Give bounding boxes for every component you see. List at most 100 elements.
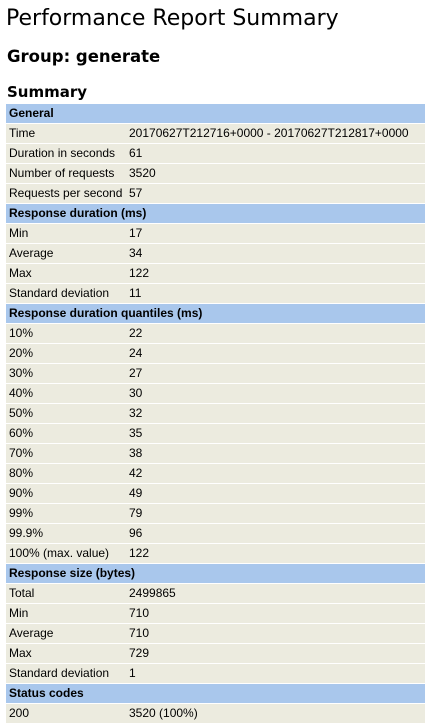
section-title: Response duration quantiles (ms) (6, 304, 425, 323)
section-header-row: Response duration (ms) (6, 204, 425, 223)
row-divider (6, 663, 425, 664)
metric-label: 20% (6, 344, 126, 363)
page-title: Performance Report Summary (6, 6, 339, 31)
section-title: Status codes (6, 684, 425, 703)
metric-label: 40% (6, 384, 126, 403)
metric-label: Duration in seconds (6, 144, 126, 163)
table-row: Total 2499865 (6, 584, 425, 603)
group-heading: Group: generate (7, 47, 161, 66)
table-row: 100% (max. value) 122 (6, 544, 425, 563)
metric-value: 49 (126, 484, 425, 503)
row-divider (6, 643, 425, 644)
metric-label: 30% (6, 364, 126, 383)
metric-label: Max (6, 644, 126, 663)
table-row: Time 20170627T212716+0000 - 20170627T2128… (6, 124, 425, 143)
row-divider-cell (6, 123, 425, 124)
metric-value: 27 (126, 364, 425, 383)
metric-value: 20170627T212716+0000 - 20170627T212817+0… (126, 124, 425, 143)
section-title: Response size (bytes) (6, 564, 425, 583)
row-divider-cell (6, 443, 425, 444)
table-row: 50% 32 (6, 404, 425, 423)
section-title: General (6, 104, 425, 123)
table-row: 200 3520 (100%) (6, 704, 425, 723)
row-divider (6, 123, 425, 124)
metric-label: Min (6, 224, 126, 243)
row-divider (6, 483, 425, 484)
metric-label: 50% (6, 404, 126, 423)
row-divider (6, 463, 425, 464)
metric-value: 24 (126, 344, 425, 363)
section-divider (6, 683, 425, 684)
row-divider-cell (6, 663, 425, 664)
row-divider (6, 223, 425, 224)
row-divider-cell (6, 463, 425, 464)
row-divider-cell (6, 583, 425, 584)
table-row: 20% 24 (6, 344, 425, 363)
metric-value: 38 (126, 444, 425, 463)
row-divider (6, 423, 425, 424)
section-header-row: General (6, 104, 425, 123)
table-row: Requests per second 57 (6, 184, 425, 203)
metric-label: Min (6, 604, 126, 623)
row-divider (6, 443, 425, 444)
row-divider-cell (6, 223, 425, 224)
row-divider (6, 343, 425, 344)
metric-value: 122 (126, 544, 425, 563)
row-divider-cell (6, 403, 425, 404)
row-divider-cell (6, 343, 425, 344)
section-header-row: Response size (bytes) (6, 564, 425, 583)
row-divider (6, 583, 425, 584)
row-divider (6, 263, 425, 264)
section-divider-cell (6, 563, 425, 564)
row-divider (6, 503, 425, 504)
metric-label: Total (6, 584, 126, 603)
metric-label: 60% (6, 424, 126, 443)
metric-value: 729 (126, 644, 425, 663)
section-divider-cell (6, 303, 425, 304)
metric-value: 34 (126, 244, 425, 263)
section-divider-cell (6, 203, 425, 204)
table-row: 40% 30 (6, 384, 425, 403)
metric-value: 79 (126, 504, 425, 523)
metric-value: 30 (126, 384, 425, 403)
metric-value: 42 (126, 464, 425, 483)
table-row: 60% 35 (6, 424, 425, 443)
metric-value: 22 (126, 324, 425, 343)
metric-value: 710 (126, 624, 425, 643)
summary-heading: Summary (7, 83, 88, 101)
summary-table-body: General Time 20170627T212716+0000 - 201706… (6, 104, 425, 724)
row-divider (6, 623, 425, 624)
section-title: Response duration (ms) (6, 204, 425, 223)
metric-value: 57 (126, 184, 425, 203)
metric-label: Time (6, 124, 126, 143)
metric-value: 11 (126, 284, 425, 303)
metric-label: 200 (6, 704, 126, 723)
metric-label: Standard deviation (6, 284, 126, 303)
section-divider-cell (6, 683, 425, 684)
table-row: Number of requests 3520 (6, 164, 425, 183)
metric-value: 35 (126, 424, 425, 443)
row-divider (6, 183, 425, 184)
row-divider-cell (6, 143, 425, 144)
row-divider (6, 283, 425, 284)
metric-label: 10% (6, 324, 126, 343)
row-divider-cell (6, 163, 425, 164)
row-divider (6, 163, 425, 164)
metric-label: 100% (max. value) (6, 544, 126, 563)
row-divider (6, 523, 425, 524)
row-divider-cell (6, 383, 425, 384)
table-row: 99% 79 (6, 504, 425, 523)
section-divider (6, 563, 425, 564)
metric-value: 122 (126, 264, 425, 283)
table-row: 70% 38 (6, 444, 425, 463)
row-divider (6, 703, 425, 704)
row-divider-cell (6, 643, 425, 644)
section-divider (6, 303, 425, 304)
metric-label: Max (6, 264, 126, 283)
row-divider (6, 403, 425, 404)
table-row: Standard deviation 11 (6, 284, 425, 303)
metric-label: 90% (6, 484, 126, 503)
metric-value: 96 (126, 524, 425, 543)
row-divider-cell (6, 323, 425, 324)
